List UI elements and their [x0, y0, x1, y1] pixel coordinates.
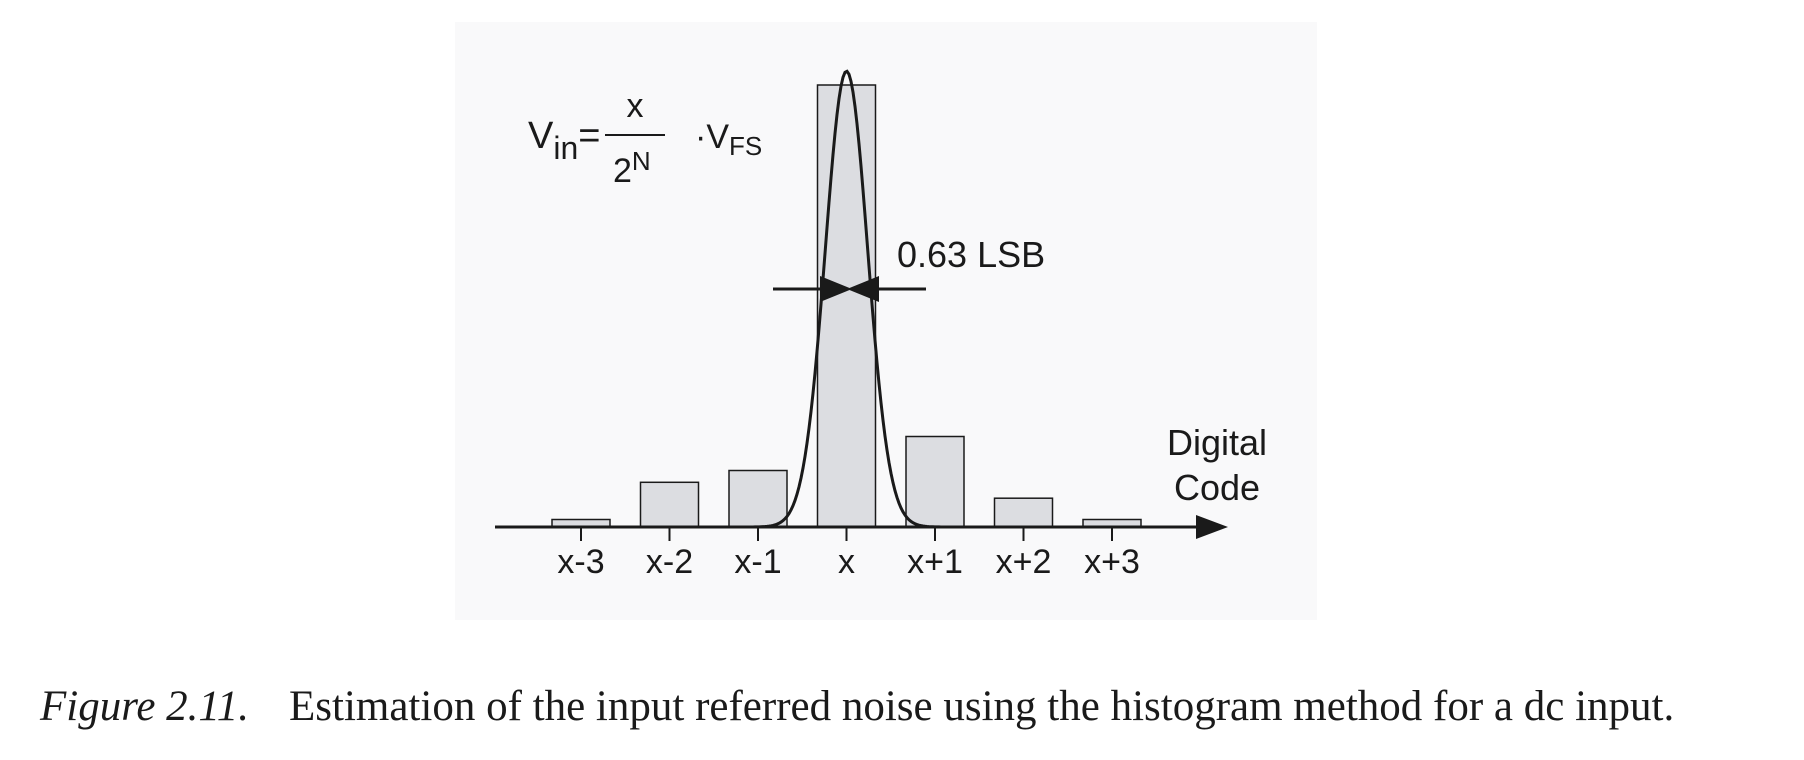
- x-axis-label-line-1: Digital: [1167, 422, 1267, 463]
- bar-x: [816, 84, 877, 528]
- tick-label-x+3: x+3: [1084, 543, 1140, 581]
- tick-label-x-3: x-3: [557, 543, 604, 581]
- formula-numerator: x: [627, 87, 644, 125]
- histogram-chart: x-3 x-2 x-1 x x+1 x+2 x+3 Digital Code 0.63 LS…: [495, 69, 1267, 581]
- tick-label-x+1: x+1: [907, 543, 963, 581]
- tick-label-x: x: [838, 543, 855, 581]
- width-arrow-left-head: [820, 276, 852, 302]
- width-annotation: 0.63 LSB: [773, 234, 1045, 302]
- ticks-group: [580, 527, 1113, 541]
- width-annotation-label: 0.63 LSB: [897, 234, 1045, 275]
- tick-label-x+2: x+2: [996, 543, 1052, 581]
- bars-group: [551, 84, 1142, 528]
- figure-caption: Figure 2.11. Estimation of the input refe…: [40, 682, 1780, 731]
- width-arrow-right-head: [847, 276, 879, 302]
- bar-x+1: [905, 435, 965, 528]
- tick-labels-group: x-3 x-2 x-1 x x+1 x+2 x+3: [557, 543, 1140, 581]
- x-axis-label-line-2: Code: [1174, 467, 1260, 508]
- formula-vfs: ·VFS: [695, 118, 762, 161]
- x-axis-arrowhead: [1196, 515, 1228, 539]
- formula-vin: Vin=: [528, 115, 600, 166]
- tick-label-x-2: x-2: [646, 543, 693, 581]
- caption-text: Estimation of the input referred noise u…: [289, 683, 1675, 730]
- formula: Vin= x 2N ·VFS: [528, 87, 762, 190]
- bar-x-1: [728, 469, 788, 528]
- tick-label-x-1: x-1: [734, 543, 781, 581]
- bar-x-2: [639, 481, 700, 528]
- formula-denominator: 2N: [613, 146, 651, 190]
- bar-x+2: [993, 497, 1054, 528]
- caption-figure-label: Figure 2.11.: [40, 683, 249, 730]
- figure-panel: x-3 x-2 x-1 x x+1 x+2 x+3 Digital Code 0.63 LS…: [455, 22, 1317, 620]
